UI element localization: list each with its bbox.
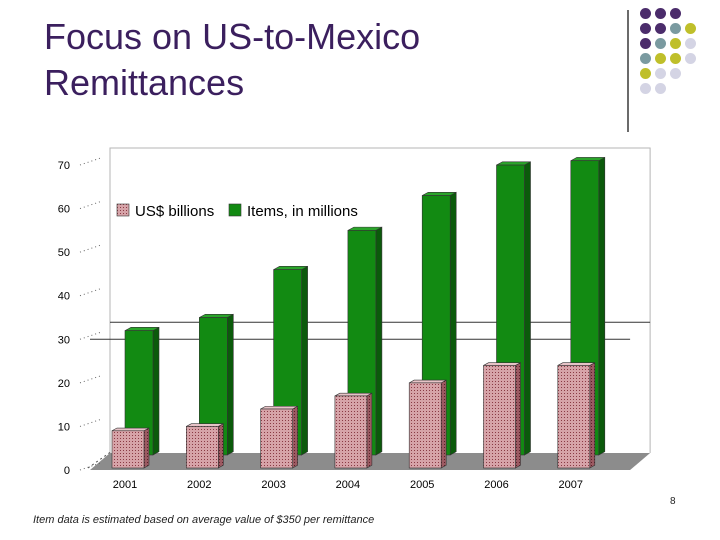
y-tick-mark	[79, 419, 101, 427]
y-tick-label: 0	[64, 465, 70, 477]
y-tick-mark	[79, 288, 101, 297]
decorative-dot	[685, 23, 696, 34]
bar-items-2001-top	[124, 327, 160, 331]
legend-label-usd: US$ billions	[135, 203, 214, 220]
legend-swatch-items	[228, 203, 242, 217]
decorative-dot	[685, 38, 696, 49]
y-tick-mark	[79, 244, 101, 253]
bar-usd-2003-side	[292, 405, 298, 469]
bar-items-2007-side	[598, 156, 606, 456]
bar-usd-2006-top	[483, 362, 521, 366]
x-tick-label: 2005	[410, 479, 434, 491]
bar-items-2003-side	[301, 265, 308, 456]
bar-usd-2005-top	[409, 379, 447, 384]
decorative-dot	[655, 23, 666, 34]
y-tick-label: 20	[58, 378, 70, 390]
y-tick-mark	[79, 201, 101, 210]
legend-swatch-usd	[116, 203, 130, 217]
decorative-dot	[640, 8, 651, 19]
decorative-dot	[640, 23, 651, 34]
legend-label-items: Items, in millions	[247, 203, 358, 220]
decorative-dot	[655, 38, 666, 49]
bar-items-2004-top	[347, 226, 383, 231]
bar-usd-2004-top	[334, 392, 373, 397]
x-tick-label: 2003	[261, 479, 285, 491]
bar-usd-2004-side	[366, 392, 373, 469]
y-tick-label: 50	[58, 247, 70, 259]
decorative-dot	[640, 53, 651, 64]
bar-usd-2006	[483, 365, 516, 469]
footnote: Item data is estimated based on average …	[33, 514, 375, 526]
divider-line	[627, 10, 629, 132]
x-tick-label: 2007	[559, 479, 583, 491]
bar-usd-2001	[111, 430, 145, 469]
y-tick-mark	[79, 332, 101, 340]
x-tick-label: 2004	[336, 479, 360, 491]
y-tick-label: 70	[58, 160, 70, 172]
decorative-dot-grid	[640, 8, 720, 118]
bar-usd-2002	[186, 426, 219, 469]
decorative-dot	[685, 53, 696, 64]
bar-items-2004-side	[375, 226, 383, 456]
bar-items-2001-side	[152, 326, 160, 456]
bar-items-2002-side	[227, 313, 234, 456]
bar-usd-2007-top	[557, 362, 595, 366]
y-tick-label: 10	[58, 421, 70, 433]
decorative-dot	[670, 53, 681, 64]
slide-title: Focus on US-to-Mexico Remittances	[44, 14, 420, 106]
bar-usd-2001-side	[143, 427, 150, 469]
bar-usd-2005-side	[440, 379, 447, 469]
y-tick-mark	[79, 157, 101, 166]
decorative-dot	[670, 8, 681, 19]
decorative-dot	[640, 83, 651, 94]
y-tick-mark	[79, 375, 101, 384]
bar-usd-2003	[260, 408, 293, 469]
page-number: 8	[670, 496, 676, 507]
bar-items-2005-top	[422, 191, 457, 196]
title-line-2: Remittances	[44, 62, 245, 103]
bar-items-2006-top	[496, 161, 531, 166]
chart-back-wall	[109, 147, 651, 453]
bar-items-2007-top	[570, 157, 605, 162]
decorative-dot	[640, 68, 651, 79]
bar-usd-2005	[408, 382, 442, 469]
bar-usd-2006-side	[515, 362, 521, 469]
decorative-dot	[655, 8, 666, 19]
title-line-1: Focus on US-to-Mexico	[44, 16, 421, 57]
bar-usd-2004	[334, 395, 368, 469]
x-tick-label: 2002	[187, 479, 211, 491]
bar-items-2006-side	[524, 161, 531, 456]
bar-usd-2007-side	[589, 362, 596, 469]
decorative-dot	[655, 83, 666, 94]
x-tick-label: 2001	[113, 479, 137, 491]
bar-items-2005-side	[449, 191, 457, 456]
y-tick-label: 30	[58, 334, 70, 346]
bar-items-2003-top	[273, 266, 308, 270]
decorative-dot	[670, 68, 681, 79]
decorative-dot	[640, 38, 651, 49]
bar-usd-2001-top	[111, 427, 150, 432]
bar-usd-2002-side	[218, 423, 224, 469]
decorative-dot	[655, 53, 666, 64]
bar-usd-2002-top	[186, 423, 224, 427]
y-tick-label: 60	[58, 204, 70, 216]
bar-usd-2003-top	[260, 405, 298, 410]
decorative-dot	[670, 23, 681, 34]
decorative-dot	[670, 38, 681, 49]
x-tick-label: 2006	[484, 479, 508, 491]
bar-usd-2007	[557, 365, 591, 469]
decorative-dot	[655, 68, 666, 79]
bar-items-2002-top	[199, 313, 234, 318]
y-tick-label: 40	[58, 291, 70, 303]
